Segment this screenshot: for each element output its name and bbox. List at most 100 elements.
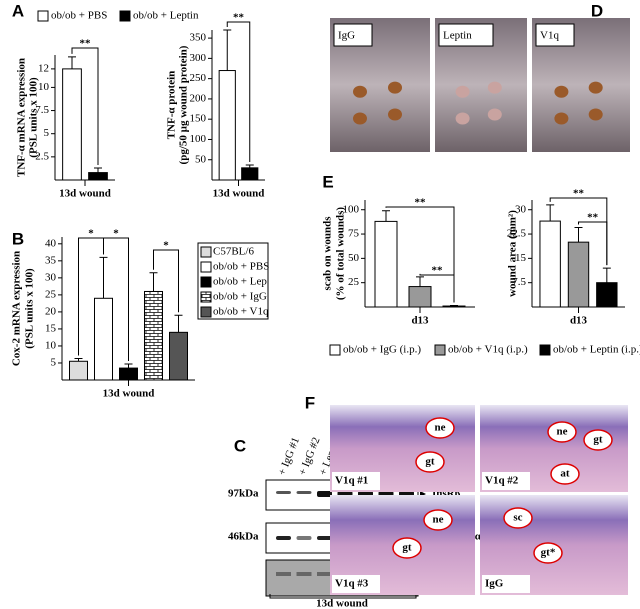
y-tick-label: 15 bbox=[515, 252, 527, 264]
y-tick-label: 300 bbox=[190, 52, 207, 64]
y-axis-label: (% of total wounds) bbox=[335, 207, 347, 301]
error-bar bbox=[174, 314, 183, 333]
y-tick-label: 100 bbox=[190, 133, 207, 145]
error-bar bbox=[94, 167, 102, 173]
significance-bracket bbox=[103, 237, 129, 361]
y-tick-label: 50 bbox=[348, 252, 360, 264]
legend-label: ob/ob + Leptin bbox=[133, 10, 199, 22]
bar bbox=[62, 68, 82, 181]
marker-label: gt* bbox=[541, 547, 556, 559]
x-category-label: d13 bbox=[411, 315, 429, 327]
kda-marker: 46kDa bbox=[228, 531, 259, 543]
significance-bracket bbox=[419, 273, 455, 303]
bar bbox=[144, 290, 163, 381]
y-axis-label: Cox-2 mRNA expression bbox=[11, 251, 23, 366]
legend-label: ob/ob + V1q bbox=[213, 306, 269, 318]
legend-label: ob/ob + V1q (i.p.) bbox=[448, 344, 528, 356]
marker-circle bbox=[583, 429, 613, 451]
significance-label: ** bbox=[233, 12, 245, 24]
y-tick-label: 5 bbox=[51, 357, 57, 369]
photo-label: IgG bbox=[338, 30, 355, 42]
marker-label: ne bbox=[435, 422, 446, 434]
marker-circle bbox=[423, 509, 453, 531]
panel-label: A bbox=[12, 1, 24, 20]
legend-label: ob/ob + Leptin (i.p.) bbox=[553, 344, 640, 356]
kda-marker: 97kDa bbox=[228, 488, 259, 500]
marker-circle bbox=[533, 542, 563, 564]
wound bbox=[487, 108, 502, 121]
legend-label: ob/ob + IgG bbox=[213, 291, 267, 303]
y-tick-label: 40 bbox=[45, 237, 57, 249]
significance-bracket bbox=[578, 221, 608, 266]
y-tick-label: 250 bbox=[190, 72, 207, 84]
legend-swatch bbox=[200, 306, 212, 318]
blot-band bbox=[296, 572, 312, 576]
wound bbox=[353, 112, 367, 125]
error-bar bbox=[546, 204, 555, 222]
y-axis-label: TNF-α protein bbox=[166, 71, 178, 140]
error-bar bbox=[68, 56, 76, 69]
wound bbox=[455, 85, 470, 98]
marker-label: ne bbox=[433, 514, 444, 526]
marker-label: at bbox=[560, 468, 570, 480]
legend-label: C57BL/6 bbox=[213, 246, 254, 258]
significance-label: ** bbox=[573, 188, 585, 200]
y-tick-label: 75 bbox=[348, 228, 360, 240]
photo-label-box bbox=[333, 23, 373, 47]
legend-label: ob/ob + PBS bbox=[213, 261, 269, 273]
bar bbox=[69, 360, 88, 381]
y-tick-label: 50 bbox=[195, 153, 207, 165]
wound bbox=[588, 81, 603, 94]
x-category-label: 13d wound bbox=[59, 188, 111, 200]
panel-label: B bbox=[12, 229, 24, 248]
y-tick-label: 15 bbox=[45, 322, 57, 334]
y-tick-label: 25 bbox=[45, 288, 57, 300]
legend-label: ob/ob + PBS bbox=[51, 10, 107, 22]
marker-circle bbox=[392, 537, 422, 559]
photo-label: V1q bbox=[540, 30, 559, 42]
significance-label: ** bbox=[415, 197, 427, 209]
blot-band bbox=[276, 572, 291, 576]
blot-band bbox=[276, 536, 291, 540]
significance-bracket bbox=[71, 47, 99, 165]
blot-band bbox=[317, 491, 332, 497]
significance-bracket bbox=[226, 21, 251, 162]
blot-band bbox=[317, 572, 332, 576]
panel-label: D bbox=[591, 1, 603, 20]
image-label: V1q #3 bbox=[335, 578, 369, 590]
photo-label-box bbox=[535, 23, 575, 47]
wound bbox=[455, 112, 470, 125]
blot-caption: 13d wound bbox=[316, 598, 368, 609]
significance-label: * bbox=[113, 228, 119, 240]
legend-swatch bbox=[37, 10, 49, 22]
wound bbox=[353, 85, 367, 98]
y-tick-label: 25 bbox=[348, 276, 360, 288]
photo-label-box bbox=[438, 23, 494, 47]
bar bbox=[88, 172, 108, 181]
y-axis-label: (pg/50 µg wound protein) bbox=[178, 45, 190, 164]
legend-swatch bbox=[200, 261, 212, 273]
y-tick-label: 35 bbox=[45, 254, 57, 266]
x-category-label: 13d wound bbox=[213, 188, 265, 200]
image-label: IgG bbox=[485, 578, 504, 590]
error-bar bbox=[99, 256, 108, 299]
bar bbox=[94, 297, 113, 381]
marker-label: ne bbox=[557, 426, 568, 438]
y-axis-label: (PSL units x 100) bbox=[28, 77, 40, 158]
bar bbox=[408, 286, 432, 308]
image-label-box bbox=[332, 472, 380, 490]
bar bbox=[169, 331, 188, 381]
error-bar bbox=[74, 358, 83, 362]
legend-swatch bbox=[119, 10, 131, 22]
marker-circle bbox=[547, 421, 577, 443]
y-tick-label: 7.5 bbox=[35, 104, 49, 116]
image-label-box bbox=[482, 575, 530, 593]
bar bbox=[241, 167, 259, 181]
y-tick-label: 150 bbox=[190, 113, 207, 125]
legend-label: ob/ob + IgG (i.p.) bbox=[343, 344, 421, 356]
image-label: V1q #2 bbox=[485, 475, 519, 487]
marker-circle bbox=[415, 451, 445, 473]
y-axis-label: TNF-α mRNA expression bbox=[16, 58, 28, 177]
image-label-box bbox=[332, 575, 380, 593]
